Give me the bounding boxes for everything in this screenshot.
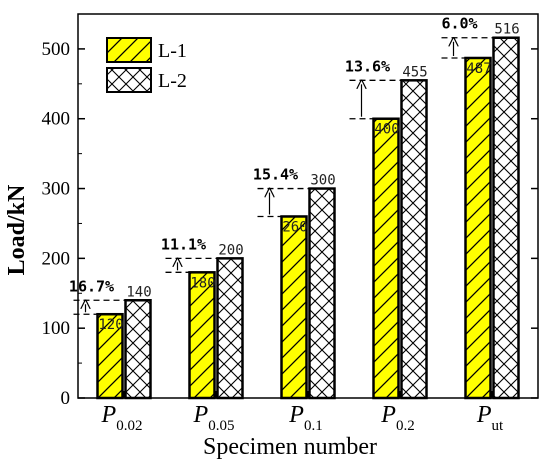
y-tick-label: 400 xyxy=(42,109,71,130)
bar-l2 xyxy=(308,187,336,400)
legend: L-1 L-2 xyxy=(106,37,187,93)
data-label-l1: 487 xyxy=(466,61,491,77)
data-label-l1: 120 xyxy=(98,317,123,333)
bar-l1 xyxy=(96,312,124,400)
x-tick-label: P0.05 xyxy=(193,402,235,434)
data-label-l2: 516 xyxy=(494,22,519,38)
y-tick-label: 0 xyxy=(61,388,71,409)
increase-label: 16.7% xyxy=(69,277,114,295)
x-tick-label: Put xyxy=(476,402,504,434)
data-label-l2: 200 xyxy=(218,242,243,258)
x-tick-label: P0.2 xyxy=(380,402,414,434)
y-tick-label: 300 xyxy=(42,179,71,200)
legend-swatch-l1 xyxy=(106,37,152,63)
legend-swatch-l2 xyxy=(106,67,152,93)
increase-label: 6.0% xyxy=(441,15,477,33)
data-label-l2: 140 xyxy=(126,284,151,300)
y-tick-label: 500 xyxy=(42,39,71,60)
chart-marks: 0 100 200 300 400 500 P0.02 120 140 16.7% P0.05 180… xyxy=(42,13,539,434)
increase-label: 13.6% xyxy=(345,57,390,75)
increase-label: 15.4% xyxy=(253,166,298,184)
data-label-l2: 300 xyxy=(310,173,335,189)
bar-l1 xyxy=(372,117,400,400)
x-tick-label: P0.02 xyxy=(101,402,143,434)
y-axis-title: Load/kN xyxy=(4,184,30,275)
y-tick-label: 200 xyxy=(42,248,71,269)
bar-l1 xyxy=(464,56,492,400)
bar-l1 xyxy=(188,271,216,400)
bar-l2 xyxy=(400,79,428,400)
bar-l2 xyxy=(492,36,520,400)
y-tick-label: 100 xyxy=(42,318,71,339)
bar-l1 xyxy=(280,215,308,400)
data-label-l2: 455 xyxy=(402,64,427,80)
bar-l2 xyxy=(216,257,244,400)
data-label-l1: 180 xyxy=(190,275,215,291)
x-axis-title: Specimen number xyxy=(203,434,377,460)
legend-label-l2: L-2 xyxy=(158,70,187,92)
bar-l2 xyxy=(124,299,152,400)
increase-label: 11.1% xyxy=(161,235,206,253)
data-label-l1: 260 xyxy=(282,219,307,235)
data-label-l1: 400 xyxy=(374,122,399,138)
x-tick-label: P0.1 xyxy=(288,402,322,434)
legend-label-l1: L-1 xyxy=(158,40,187,62)
